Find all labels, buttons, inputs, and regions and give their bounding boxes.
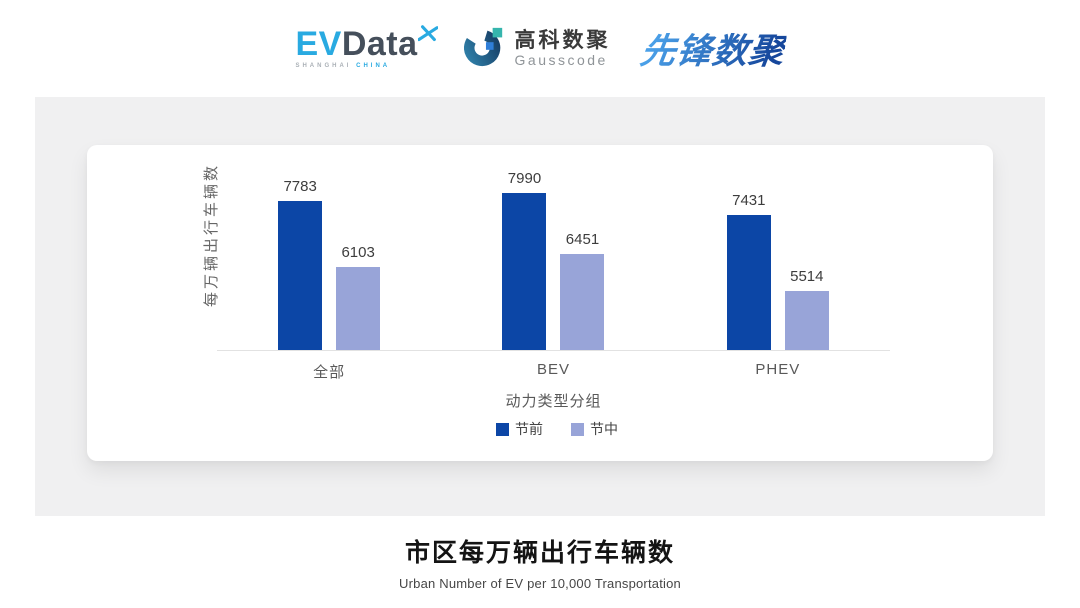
legend-item: 节中 xyxy=(571,419,618,439)
figure-caption: 市区每万辆出行车辆数 Urban Number of EV per 10,000… xyxy=(0,533,1080,591)
legend-item: 节前 xyxy=(496,419,543,439)
legend-label: 节前 xyxy=(515,421,543,437)
bar-rect xyxy=(336,267,381,350)
gausscode-en-name: Gausscode xyxy=(514,51,608,68)
bar-节中-全部: 6103 xyxy=(336,244,381,350)
bar-rect xyxy=(784,291,829,350)
evdata-data-text: Data xyxy=(341,24,418,63)
evdata-ev-text: EV xyxy=(295,24,342,63)
evdata-logo: EVData SHANGHAI CHINA xyxy=(295,24,439,69)
bar-value-label: 7431 xyxy=(732,192,766,209)
figure-subtitle: Urban Number of EV per 10,000 Transporta… xyxy=(399,576,681,591)
bar-value-label: 7783 xyxy=(283,178,317,195)
gausscode-wordmark: 高科数聚 Gausscode xyxy=(514,28,611,68)
legend-swatch-icon xyxy=(571,422,584,436)
legend-label: 节中 xyxy=(590,421,618,437)
figure-title: 市区每万辆出行车辆数 xyxy=(404,539,675,567)
evdata-wordmark: EVData xyxy=(295,27,417,61)
evdata-shanghai: SHANGHAI xyxy=(295,62,352,69)
gausscode-cn-name: 高科数聚 xyxy=(514,28,611,52)
bar-节前-BEV: 7990 xyxy=(502,170,547,350)
category-label: 全部 xyxy=(313,364,346,381)
category-label: BEV xyxy=(536,361,570,378)
header-logos: EVData SHANGHAI CHINA xyxy=(0,0,1080,97)
bar-group: 7431 5514 xyxy=(726,192,829,350)
legend-swatch-icon xyxy=(496,422,509,436)
bar-value-label: 7990 xyxy=(507,170,542,187)
bar-节中-BEV: 6451 xyxy=(560,231,605,350)
bar-chart: 每万辆出行车辆数 7783 6103 7990 6451 7431 5514 全部 BEV P… xyxy=(87,145,993,461)
bar-rect xyxy=(560,254,605,350)
bar-rect xyxy=(278,201,323,350)
bar-value-label: 5514 xyxy=(790,268,824,285)
category-label: PHEV xyxy=(755,361,801,378)
bar-节前-全部: 7783 xyxy=(278,178,323,350)
category-axis: 全部 BEV PHEV xyxy=(217,361,890,382)
bar-rect xyxy=(502,193,547,350)
bar-group: 7783 6103 xyxy=(278,178,381,350)
bar-value-label: 6451 xyxy=(565,231,600,248)
plot-area: 7783 6103 7990 6451 7431 5514 xyxy=(217,170,890,351)
xianfeng-logo: 先锋数聚 xyxy=(637,23,788,74)
bar-节中-PHEV: 5514 xyxy=(784,268,829,350)
bar-节前-PHEV: 7431 xyxy=(726,192,771,350)
evdata-china: CHINA xyxy=(356,62,391,69)
chart-panel: 每万辆出行车辆数 7783 6103 7990 6451 7431 5514 全部 BEV P… xyxy=(35,97,1045,516)
sparkle-x-icon xyxy=(416,24,439,50)
legend: 节前 节中 xyxy=(104,419,1010,439)
bar-value-label: 6103 xyxy=(341,244,375,261)
chart-card: 每万辆出行车辆数 7783 6103 7990 6451 7431 5514 全部 BEV P… xyxy=(87,145,993,461)
bar-rect xyxy=(726,215,771,350)
evdata-subtext: SHANGHAI CHINA xyxy=(295,63,417,69)
gausscode-g-icon xyxy=(463,25,506,72)
x-axis-label: 动力类型分组 xyxy=(505,393,602,410)
bar-group: 7990 6451 xyxy=(502,170,605,350)
gausscode-logo: 高科数聚 Gausscode xyxy=(463,25,611,72)
